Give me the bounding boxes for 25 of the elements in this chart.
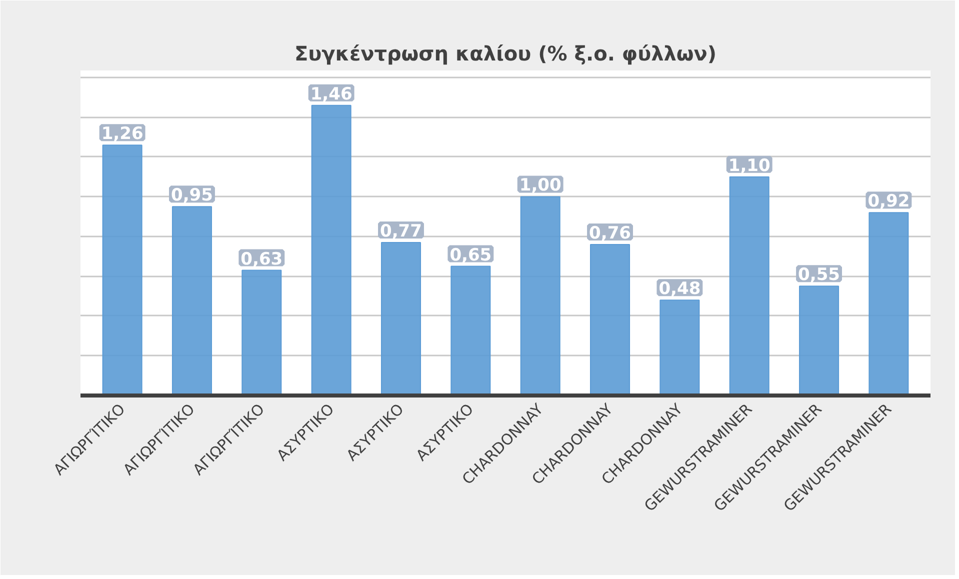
chart-title: Συγκέντρωση καλίου (% ξ.ο. φύλλων) bbox=[294, 42, 717, 66]
bar bbox=[868, 212, 909, 396]
data-label: 1,10 bbox=[728, 156, 770, 176]
bar bbox=[380, 242, 421, 396]
data-label: 0,76 bbox=[589, 223, 631, 244]
data-label: 0,55 bbox=[798, 265, 840, 286]
bar bbox=[590, 244, 630, 396]
bar bbox=[242, 270, 282, 396]
bar bbox=[660, 300, 700, 396]
data-label: 1,26 bbox=[101, 124, 144, 144]
data-label: 1,46 bbox=[310, 84, 352, 104]
data-label: 1,00 bbox=[519, 176, 562, 196]
bar bbox=[450, 266, 491, 396]
bar bbox=[102, 144, 142, 396]
bar bbox=[799, 286, 840, 396]
data-label: 0,92 bbox=[868, 192, 910, 212]
data-label: 0,95 bbox=[171, 186, 213, 206]
data-label: 0,77 bbox=[380, 221, 422, 242]
data-label: 0,65 bbox=[450, 245, 492, 266]
data-label: 0,48 bbox=[658, 279, 701, 300]
bar bbox=[311, 104, 352, 396]
bar bbox=[729, 176, 770, 396]
data-label: 0,63 bbox=[240, 249, 283, 270]
bar bbox=[172, 206, 212, 396]
bar bbox=[520, 196, 560, 396]
